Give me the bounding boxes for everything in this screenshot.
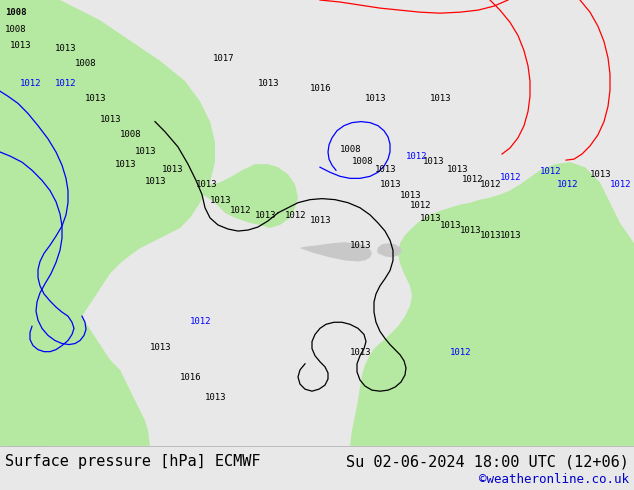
Text: 1013: 1013 bbox=[310, 216, 332, 225]
Text: 1013: 1013 bbox=[447, 165, 469, 174]
Text: 1008: 1008 bbox=[5, 8, 27, 17]
Text: Su 02-06-2024 18:00 UTC (12+06): Su 02-06-2024 18:00 UTC (12+06) bbox=[346, 454, 629, 469]
Text: 1013: 1013 bbox=[480, 231, 501, 240]
Text: 1012: 1012 bbox=[20, 79, 41, 88]
Text: 1008: 1008 bbox=[120, 130, 141, 139]
Polygon shape bbox=[300, 242, 372, 262]
Text: 1013: 1013 bbox=[420, 214, 441, 223]
Text: 1013: 1013 bbox=[400, 191, 422, 199]
Text: 1013: 1013 bbox=[150, 343, 172, 352]
Text: 1012: 1012 bbox=[450, 348, 472, 357]
Text: 1013: 1013 bbox=[423, 157, 444, 166]
Text: 1013: 1013 bbox=[440, 221, 462, 230]
Text: 1013: 1013 bbox=[375, 165, 396, 174]
Text: 1013: 1013 bbox=[350, 348, 372, 357]
Text: 1013: 1013 bbox=[196, 180, 217, 190]
Text: 1012: 1012 bbox=[610, 180, 631, 190]
Text: 1012: 1012 bbox=[462, 175, 484, 184]
Text: 1013: 1013 bbox=[162, 165, 183, 174]
Polygon shape bbox=[350, 162, 634, 446]
Text: 1012: 1012 bbox=[500, 173, 522, 182]
Text: 1012: 1012 bbox=[55, 79, 77, 88]
Text: 1008: 1008 bbox=[5, 25, 27, 34]
Text: 1012: 1012 bbox=[540, 167, 562, 176]
Polygon shape bbox=[185, 164, 298, 228]
Text: 1013: 1013 bbox=[350, 241, 372, 250]
Text: 1013: 1013 bbox=[460, 226, 481, 235]
Text: 1013: 1013 bbox=[210, 196, 231, 205]
Text: 1013: 1013 bbox=[380, 180, 401, 190]
Text: 1013: 1013 bbox=[258, 79, 280, 88]
Text: 1013: 1013 bbox=[55, 44, 77, 52]
Text: 1008: 1008 bbox=[352, 157, 373, 166]
Text: ©weatheronline.co.uk: ©weatheronline.co.uk bbox=[479, 473, 629, 487]
Text: 1013: 1013 bbox=[135, 147, 157, 156]
Text: 1013: 1013 bbox=[365, 95, 387, 103]
Polygon shape bbox=[377, 243, 402, 257]
Text: 1013: 1013 bbox=[100, 115, 122, 123]
Text: 1013: 1013 bbox=[85, 95, 107, 103]
Text: 1017: 1017 bbox=[213, 54, 235, 63]
Text: 1008: 1008 bbox=[75, 59, 96, 68]
Text: 1012: 1012 bbox=[410, 201, 432, 210]
Text: 1016: 1016 bbox=[180, 373, 202, 382]
Text: Surface pressure [hPa] ECMWF: Surface pressure [hPa] ECMWF bbox=[5, 454, 261, 469]
Polygon shape bbox=[0, 0, 150, 446]
Text: 1013: 1013 bbox=[10, 41, 32, 49]
Text: 1012: 1012 bbox=[557, 180, 578, 190]
Text: 1013: 1013 bbox=[205, 393, 226, 402]
Text: 1012: 1012 bbox=[230, 206, 252, 215]
Text: 1012: 1012 bbox=[480, 180, 501, 190]
Text: 1013: 1013 bbox=[145, 177, 167, 186]
Text: 1012: 1012 bbox=[190, 318, 212, 326]
Text: 1013: 1013 bbox=[590, 171, 612, 179]
Text: 1016: 1016 bbox=[310, 84, 332, 93]
Text: 1013: 1013 bbox=[255, 211, 276, 220]
Text: 1008: 1008 bbox=[340, 145, 361, 154]
Text: 1013: 1013 bbox=[430, 95, 451, 103]
Text: 1013: 1013 bbox=[115, 160, 136, 169]
Text: 1013: 1013 bbox=[500, 231, 522, 240]
Text: 1012: 1012 bbox=[285, 211, 306, 220]
Text: 1012: 1012 bbox=[406, 152, 427, 161]
Polygon shape bbox=[0, 0, 215, 446]
